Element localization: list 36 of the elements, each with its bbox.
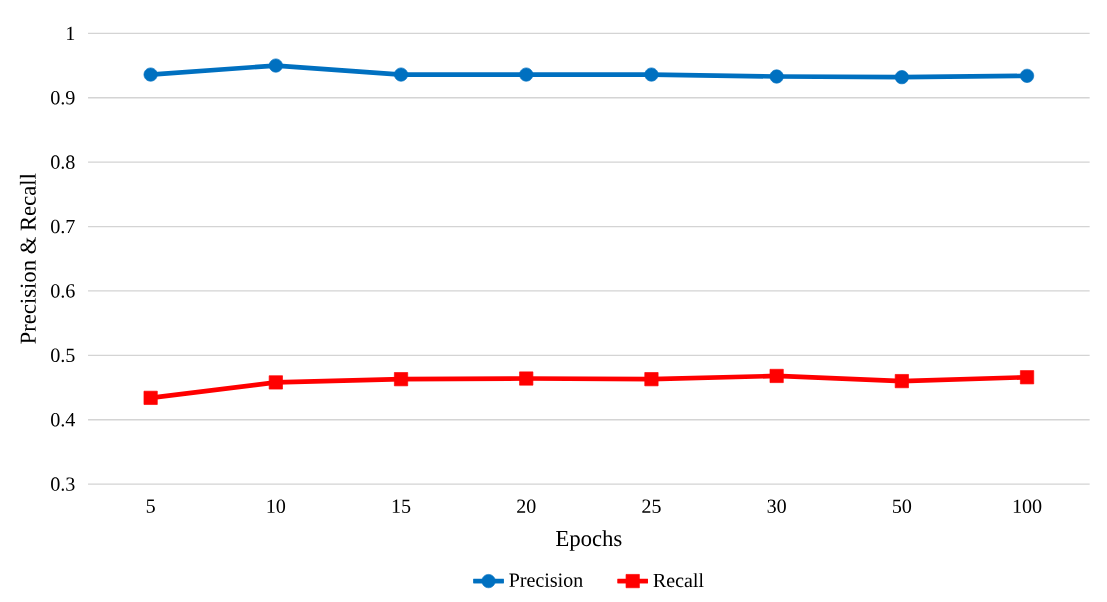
point [894, 374, 909, 389]
point [894, 70, 909, 85]
point [644, 372, 659, 387]
legend-label: Precision [509, 573, 583, 588]
y-tick-label: 0.4 [51, 413, 75, 427]
x-tick-label: 20 [517, 499, 536, 514]
point [268, 375, 283, 390]
point [143, 67, 158, 82]
point [519, 371, 534, 386]
legend-label: Recall [653, 573, 704, 588]
y-tick-label: 0.6 [51, 284, 75, 298]
point [143, 391, 158, 406]
x-axis-title: Epochs [556, 530, 622, 551]
y-tick-label: 0.8 [51, 155, 75, 170]
y-tick-label: 1 [67, 26, 75, 41]
point [519, 67, 534, 82]
point [644, 67, 659, 82]
point [268, 58, 283, 73]
y-tick-label: 0.5 [51, 348, 75, 363]
y-tick-label: 0.9 [51, 91, 75, 105]
point [1020, 69, 1035, 84]
y-tick-label: 0.3 [51, 477, 75, 492]
y-axis-title: Precision & Recall [19, 173, 36, 344]
x-tick-label: 25 [642, 499, 661, 514]
point [394, 67, 409, 82]
x-tick-label: 50 [893, 499, 912, 514]
x-tick-label: 5 [146, 499, 155, 514]
point [394, 372, 409, 387]
x-tick-label: 100 [1013, 499, 1042, 514]
x-tick-label: 10 [267, 499, 286, 514]
point [769, 69, 784, 84]
x-tick-label: 15 [392, 499, 411, 514]
point [769, 369, 784, 384]
y-tick-label: 0.7 [51, 219, 75, 234]
x-tick-label: 30 [767, 499, 786, 514]
point [1020, 370, 1035, 385]
